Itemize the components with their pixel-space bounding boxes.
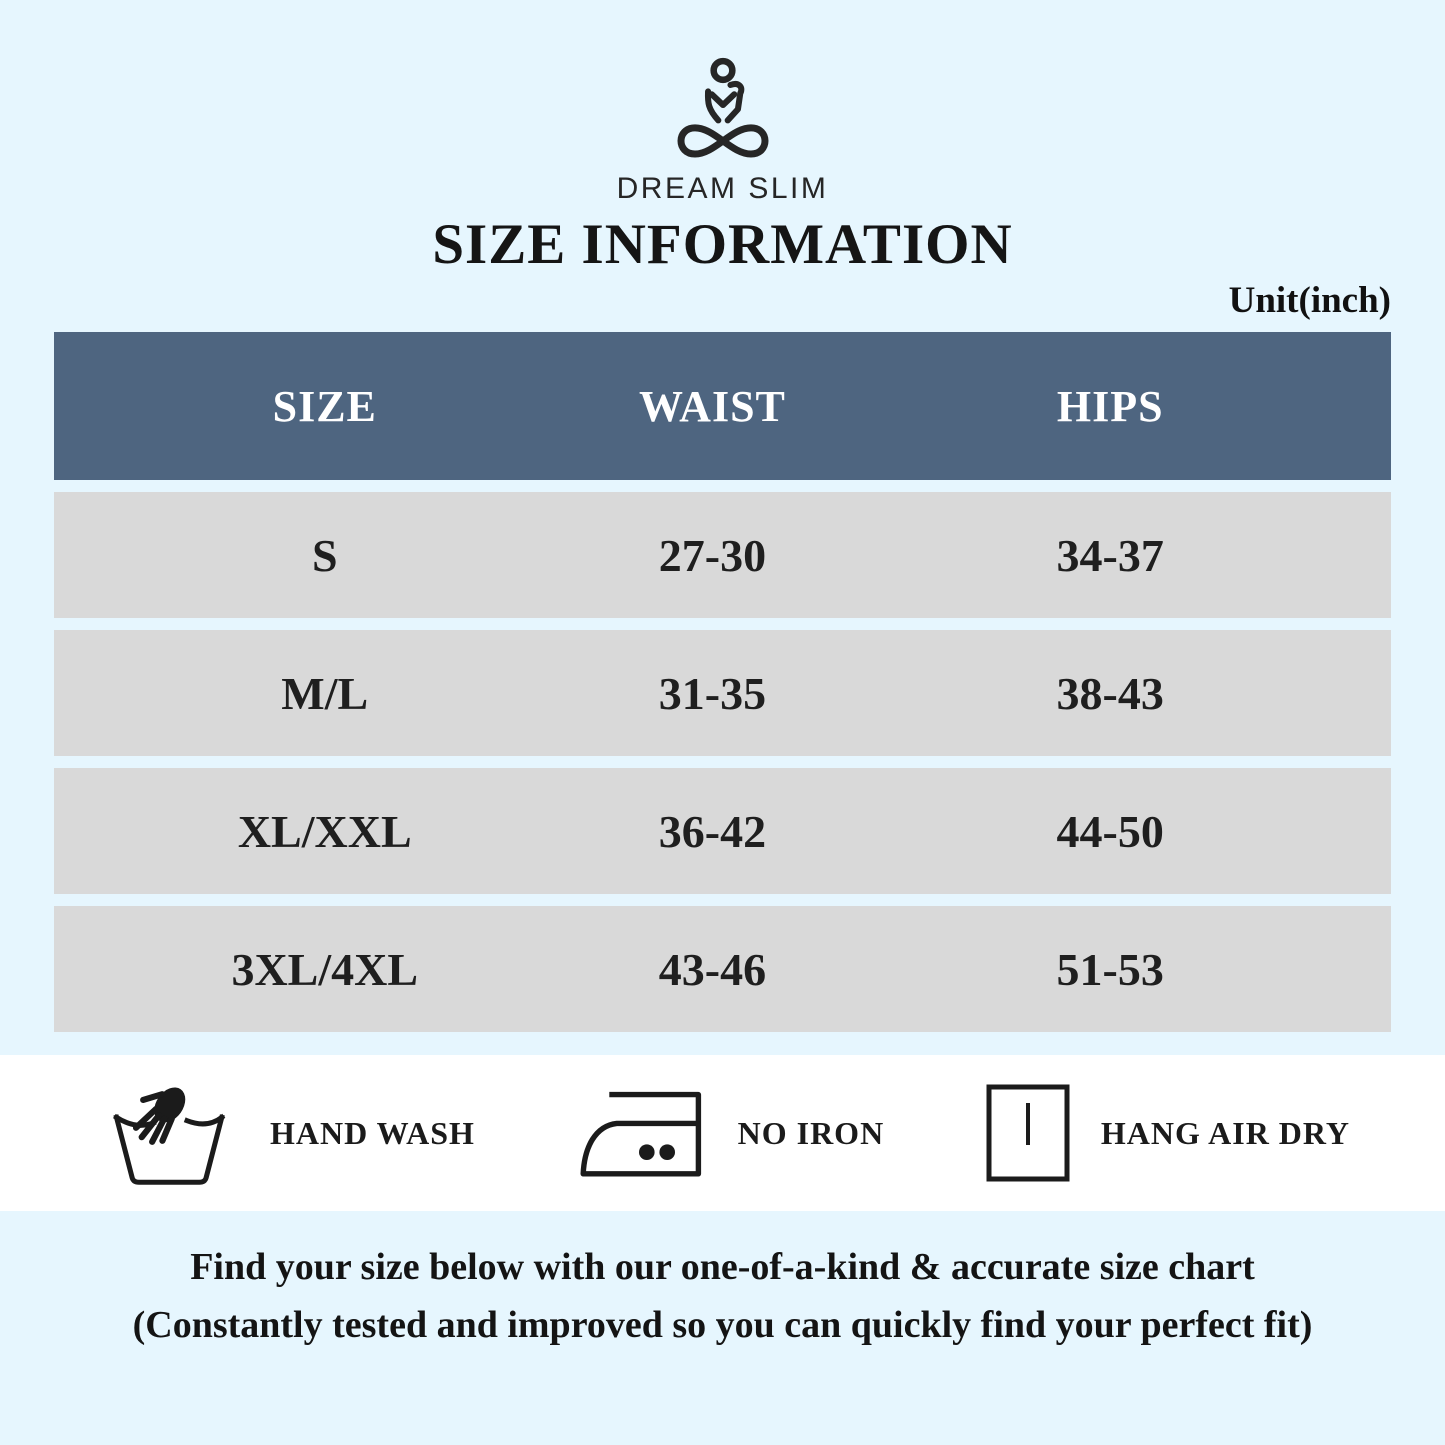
cell-hips: 51-53 xyxy=(1056,943,1164,995)
cell-hips: 38-43 xyxy=(1056,667,1164,719)
cell-hips: 44-50 xyxy=(1056,805,1164,857)
care-item-no-iron: NO IRON xyxy=(576,1085,885,1181)
table-row: M/L 31-35 38-43 xyxy=(54,630,1391,756)
hand-wash-icon xyxy=(113,1087,226,1185)
care-label: NO IRON xyxy=(737,1114,885,1151)
brand-header: DREAM SLIM xyxy=(0,0,1445,206)
care-item-hang-dry: HANG AIR DRY xyxy=(985,1083,1350,1183)
hang-dry-icon xyxy=(986,1084,1070,1182)
care-label: HAND WASH xyxy=(270,1114,475,1151)
cell-size: S xyxy=(311,529,338,581)
footer-line-2: (Constantly tested and improved so you c… xyxy=(132,1304,1313,1346)
cell-size: 3XL/4XL xyxy=(231,943,419,995)
iron-icon xyxy=(580,1091,701,1177)
meditating-person-infinity-icon xyxy=(677,57,768,158)
header-cell-size: SIZE xyxy=(272,381,377,431)
cell-size: M/L xyxy=(281,667,369,719)
footer-note: Find your size below with our one-of-a-k… xyxy=(0,1238,1445,1354)
cell-waist: 43-46 xyxy=(658,943,767,995)
footer-line-1: Find your size below with our one-of-a-k… xyxy=(190,1246,1255,1288)
table-row: S 27-30 34-37 xyxy=(54,492,1391,618)
brand-name: DREAM SLIM xyxy=(616,172,829,205)
care-instructions-strip: HAND WASH NO IRON HANG AIR DRY xyxy=(0,1055,1445,1211)
unit-label: Unit(inch) xyxy=(1228,280,1391,321)
care-item-hand-wash: HAND WASH xyxy=(105,1077,475,1189)
cell-waist: 31-35 xyxy=(658,667,767,719)
page-title: SIZE INFORMATION xyxy=(432,213,1013,276)
table-row: 3XL/4XL 43-46 51-53 xyxy=(54,906,1391,1032)
cell-size: XL/XXL xyxy=(237,805,412,857)
care-label: HANG AIR DRY xyxy=(1100,1114,1350,1151)
cell-waist: 36-42 xyxy=(658,805,767,857)
size-table: SIZE WAIST HIPS S 27-30 34-37 M/L 31-35 … xyxy=(54,332,1391,1032)
table-row: XL/XXL 36-42 44-50 xyxy=(54,768,1391,894)
cell-waist: 27-30 xyxy=(658,529,767,581)
header-cell-hips: HIPS xyxy=(1056,381,1164,431)
table-header-row: SIZE WAIST HIPS xyxy=(54,332,1391,480)
cell-hips: 34-37 xyxy=(1056,529,1164,581)
header-cell-waist: WAIST xyxy=(639,381,786,431)
